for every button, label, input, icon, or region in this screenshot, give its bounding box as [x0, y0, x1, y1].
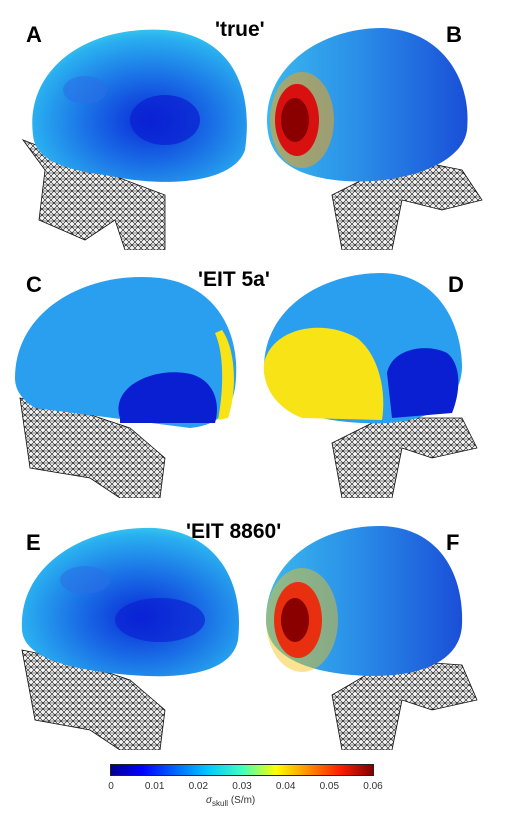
- colorbar-label-sub: skull: [212, 799, 229, 808]
- dark-blue-region: [387, 348, 459, 418]
- skull-mesh: [331, 417, 478, 498]
- head-panel-d: [263, 273, 478, 498]
- colorbar-tick-label: 0.02: [188, 781, 209, 792]
- skull-mesh: [331, 159, 483, 250]
- panel-label-c: C: [26, 272, 42, 297]
- colorbar-label-unit: (S/m): [230, 795, 256, 806]
- head-panel-f: [266, 525, 478, 750]
- colorbar-tick-label: 0.05: [319, 781, 340, 792]
- panel-label-d: D: [448, 272, 464, 297]
- colorbar-tick-label: 0.01: [144, 781, 165, 792]
- colorbar-tick-label: 0.06: [363, 781, 383, 792]
- head-panel-a: [21, 29, 247, 250]
- row-title-eit8860: 'EIT 8860': [186, 520, 282, 543]
- dark-blue-region: [118, 372, 217, 423]
- yellow-region: [263, 327, 384, 420]
- row-title-true: 'true': [215, 18, 265, 41]
- row-title-eit5a: 'EIT 5a': [198, 268, 270, 291]
- colorbar-tick-label: 0: [108, 781, 114, 792]
- panel-label-b: B: [446, 22, 462, 47]
- colorbar-label-symbol: σ: [206, 795, 213, 806]
- head-panel-c: [15, 276, 237, 498]
- skull-mesh: [331, 659, 478, 750]
- yellow-region: [215, 330, 234, 420]
- colorbar-tick-label: 0.04: [275, 781, 296, 792]
- colorbar-tick-label: 0.03: [232, 781, 252, 792]
- panel-label-e: E: [26, 530, 41, 555]
- colorbar-label: σskull (S/m): [206, 795, 255, 808]
- panel-label-a: A: [26, 22, 42, 47]
- colorbar: [110, 764, 374, 776]
- head-panel-e: [21, 527, 239, 750]
- panel-label-f: F: [446, 530, 460, 555]
- head-panel-b: [267, 28, 483, 250]
- scalp-surface: [21, 527, 239, 677]
